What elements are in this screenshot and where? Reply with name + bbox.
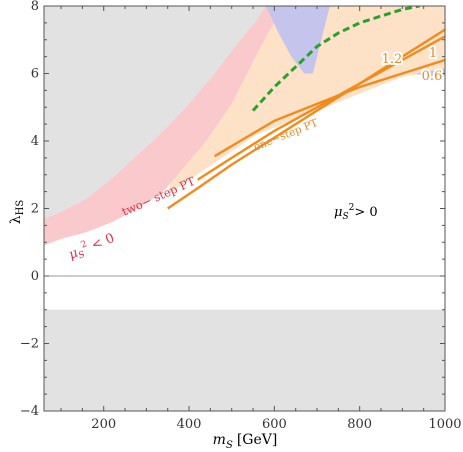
coupling-lines <box>167 6 445 210</box>
excluded-region-upper-fill <box>44 6 266 219</box>
y-tick-label: 0 <box>31 269 39 284</box>
line-label-1-2: 1.2 <box>382 52 403 67</box>
x-tick-label: 400 <box>177 417 202 432</box>
y-tick-label: 6 <box>31 67 39 82</box>
y-tick-label: −2 <box>20 337 39 352</box>
x-tick-label: 800 <box>347 417 372 432</box>
y-tick-label: 4 <box>31 134 39 149</box>
line-label-1-halo: 1 <box>429 46 437 61</box>
x-tick-label: 600 <box>262 417 287 432</box>
orange-line-0-6 <box>213 58 445 158</box>
y-tick-label: 2 <box>31 202 39 217</box>
two-step-region <box>44 6 283 246</box>
line-label-1: 1 <box>429 46 437 61</box>
blue-band-upper <box>265 6 330 74</box>
y-tick-label: 8 <box>31 0 39 14</box>
green-dashed-line <box>251 6 420 112</box>
y-axis-label: λHS <box>8 200 26 225</box>
shaded-regions <box>44 6 445 411</box>
y-tick-label: −4 <box>20 404 39 419</box>
x-axis-label: mS [GeV] <box>213 432 278 451</box>
x-tick-label: 1000 <box>428 417 461 432</box>
excluded-region-lower <box>44 309 445 411</box>
line-label-0-6: 0.6 <box>422 69 443 84</box>
line-label-1-2-text: 1.2 <box>382 52 403 67</box>
ticks: 200 400 600 800 1000 −4 −2 0 2 4 6 8 <box>20 0 462 432</box>
orange-line-1-2 <box>167 28 445 210</box>
blue-band-right <box>415 68 445 77</box>
x-tick-label: 200 <box>91 417 116 432</box>
line-label-0-6-halo: 0.6 <box>422 69 443 84</box>
orange-line-1 <box>196 35 445 181</box>
mu-squared-positive-label: μS2> 0 <box>334 203 378 222</box>
